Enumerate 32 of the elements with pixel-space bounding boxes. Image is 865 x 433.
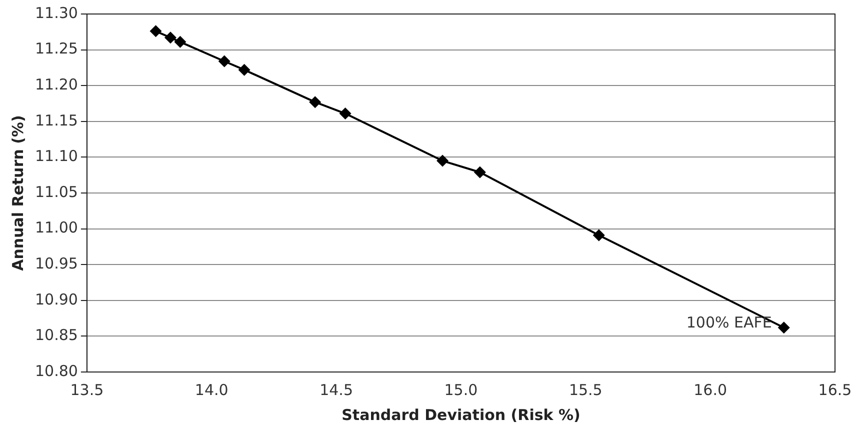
y-tick-label: 11.10 — [34, 147, 78, 166]
x-tick-label: 14.5 — [320, 380, 353, 399]
point — [174, 36, 186, 48]
x-tick-label: 15.5 — [568, 380, 602, 399]
y-tick-label: 10.80 — [34, 362, 78, 380]
point — [339, 108, 352, 120]
point — [592, 229, 605, 242]
x-tick-label: 16.5 — [818, 380, 852, 399]
y-axis-title: Annual Return (%) — [8, 115, 27, 271]
point — [164, 32, 176, 44]
x-tick-label: 15.0 — [444, 380, 478, 399]
x-tick-label: 14.0 — [194, 380, 228, 399]
y-tick-label: 10.85 — [34, 326, 78, 344]
x-axis-title: Standard Deviation (Risk %) — [342, 406, 580, 424]
point — [778, 322, 790, 334]
point — [474, 166, 486, 178]
y-tick-label: 11.30 — [34, 4, 78, 22]
point — [218, 55, 230, 68]
point — [436, 154, 449, 167]
y-tick-label: 11.25 — [34, 40, 78, 58]
annotation: 100% EAFE — [686, 314, 772, 332]
x-tick-label: 16.0 — [694, 380, 728, 399]
point — [238, 64, 250, 76]
y-tick-label: 11.05 — [34, 182, 78, 201]
y-tick-label: 10.90 — [34, 290, 78, 308]
point — [150, 25, 162, 38]
y-tick-label: 11.00 — [34, 218, 78, 237]
x-tick-label: 13.5 — [70, 380, 104, 399]
y-tick-label: 11.20 — [34, 75, 78, 94]
y-tick-label: 11.15 — [34, 111, 78, 130]
point — [309, 96, 322, 108]
y-tick-label: 10.95 — [34, 254, 78, 272]
